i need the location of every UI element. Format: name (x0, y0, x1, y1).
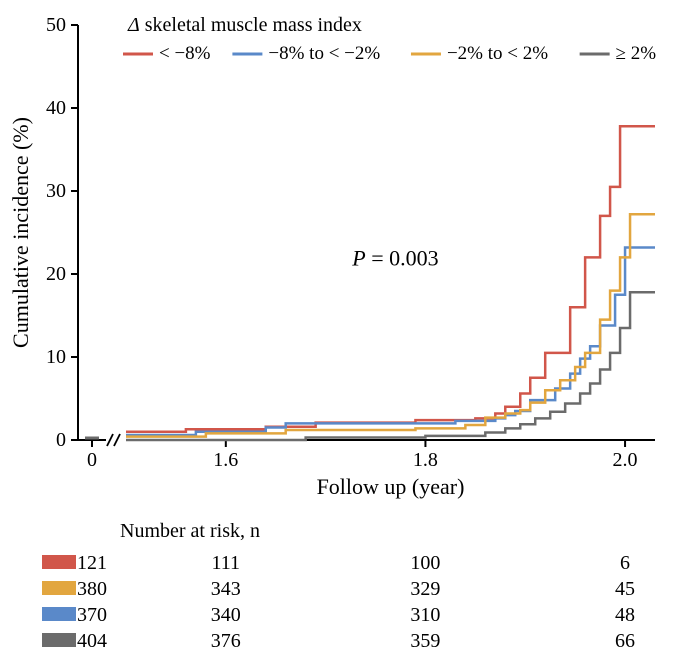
risk-swatch (42, 607, 76, 621)
risk-swatch (42, 581, 76, 595)
svg-text:10: 10 (46, 346, 66, 368)
risk-cell: 359 (410, 630, 440, 653)
risk-cell: 340 (211, 604, 241, 627)
svg-text:0: 0 (87, 449, 97, 471)
risk-cell: 66 (615, 630, 635, 653)
series-line (126, 247, 655, 435)
legend-label: < −8% (159, 43, 211, 64)
svg-text:1.6: 1.6 (213, 449, 238, 471)
risk-cell: 404 (77, 630, 107, 653)
svg-text:Follow up (year): Follow up (year) (317, 474, 465, 499)
risk-cell: 343 (211, 578, 241, 601)
svg-text:50: 50 (46, 14, 66, 36)
risk-cell: 310 (410, 604, 440, 627)
risk-swatch (42, 555, 76, 569)
legend-label: ≥ 2% (616, 43, 657, 64)
svg-text:Cumulative incidence (%): Cumulative incidence (%) (8, 117, 33, 348)
svg-text:0: 0 (56, 429, 66, 451)
legend-label: −2% to < 2% (447, 43, 548, 64)
svg-text:2.0: 2.0 (613, 449, 638, 471)
svg-text:40: 40 (46, 97, 66, 119)
risk-cell: 48 (615, 604, 635, 627)
risk-swatch (42, 633, 76, 647)
svg-text:1.8: 1.8 (413, 449, 438, 471)
risk-cell: 121 (77, 552, 107, 575)
risk-cell: 45 (615, 578, 635, 601)
risk-table-title: Number at risk, n (120, 520, 260, 543)
series-line (126, 126, 655, 431)
risk-cell: 100 (410, 552, 440, 575)
risk-cell: 370 (77, 604, 107, 627)
legend-header: Δ skeletal muscle mass index (127, 14, 362, 36)
risk-cell: 380 (77, 578, 107, 601)
legend-label: −8% to < −2% (268, 43, 380, 64)
risk-cell: 329 (410, 578, 440, 601)
km-chart: 0 10 20 30 40 50 Cumulative incidence (%) 0 1.6 1… (0, 0, 685, 500)
svg-text:20: 20 (46, 263, 66, 285)
p-value-annotation: P = 0.003 (351, 246, 438, 271)
svg-text:30: 30 (46, 180, 66, 202)
risk-cell: 376 (211, 630, 241, 653)
risk-cell: 6 (620, 552, 630, 575)
risk-cell: 111 (212, 552, 241, 575)
